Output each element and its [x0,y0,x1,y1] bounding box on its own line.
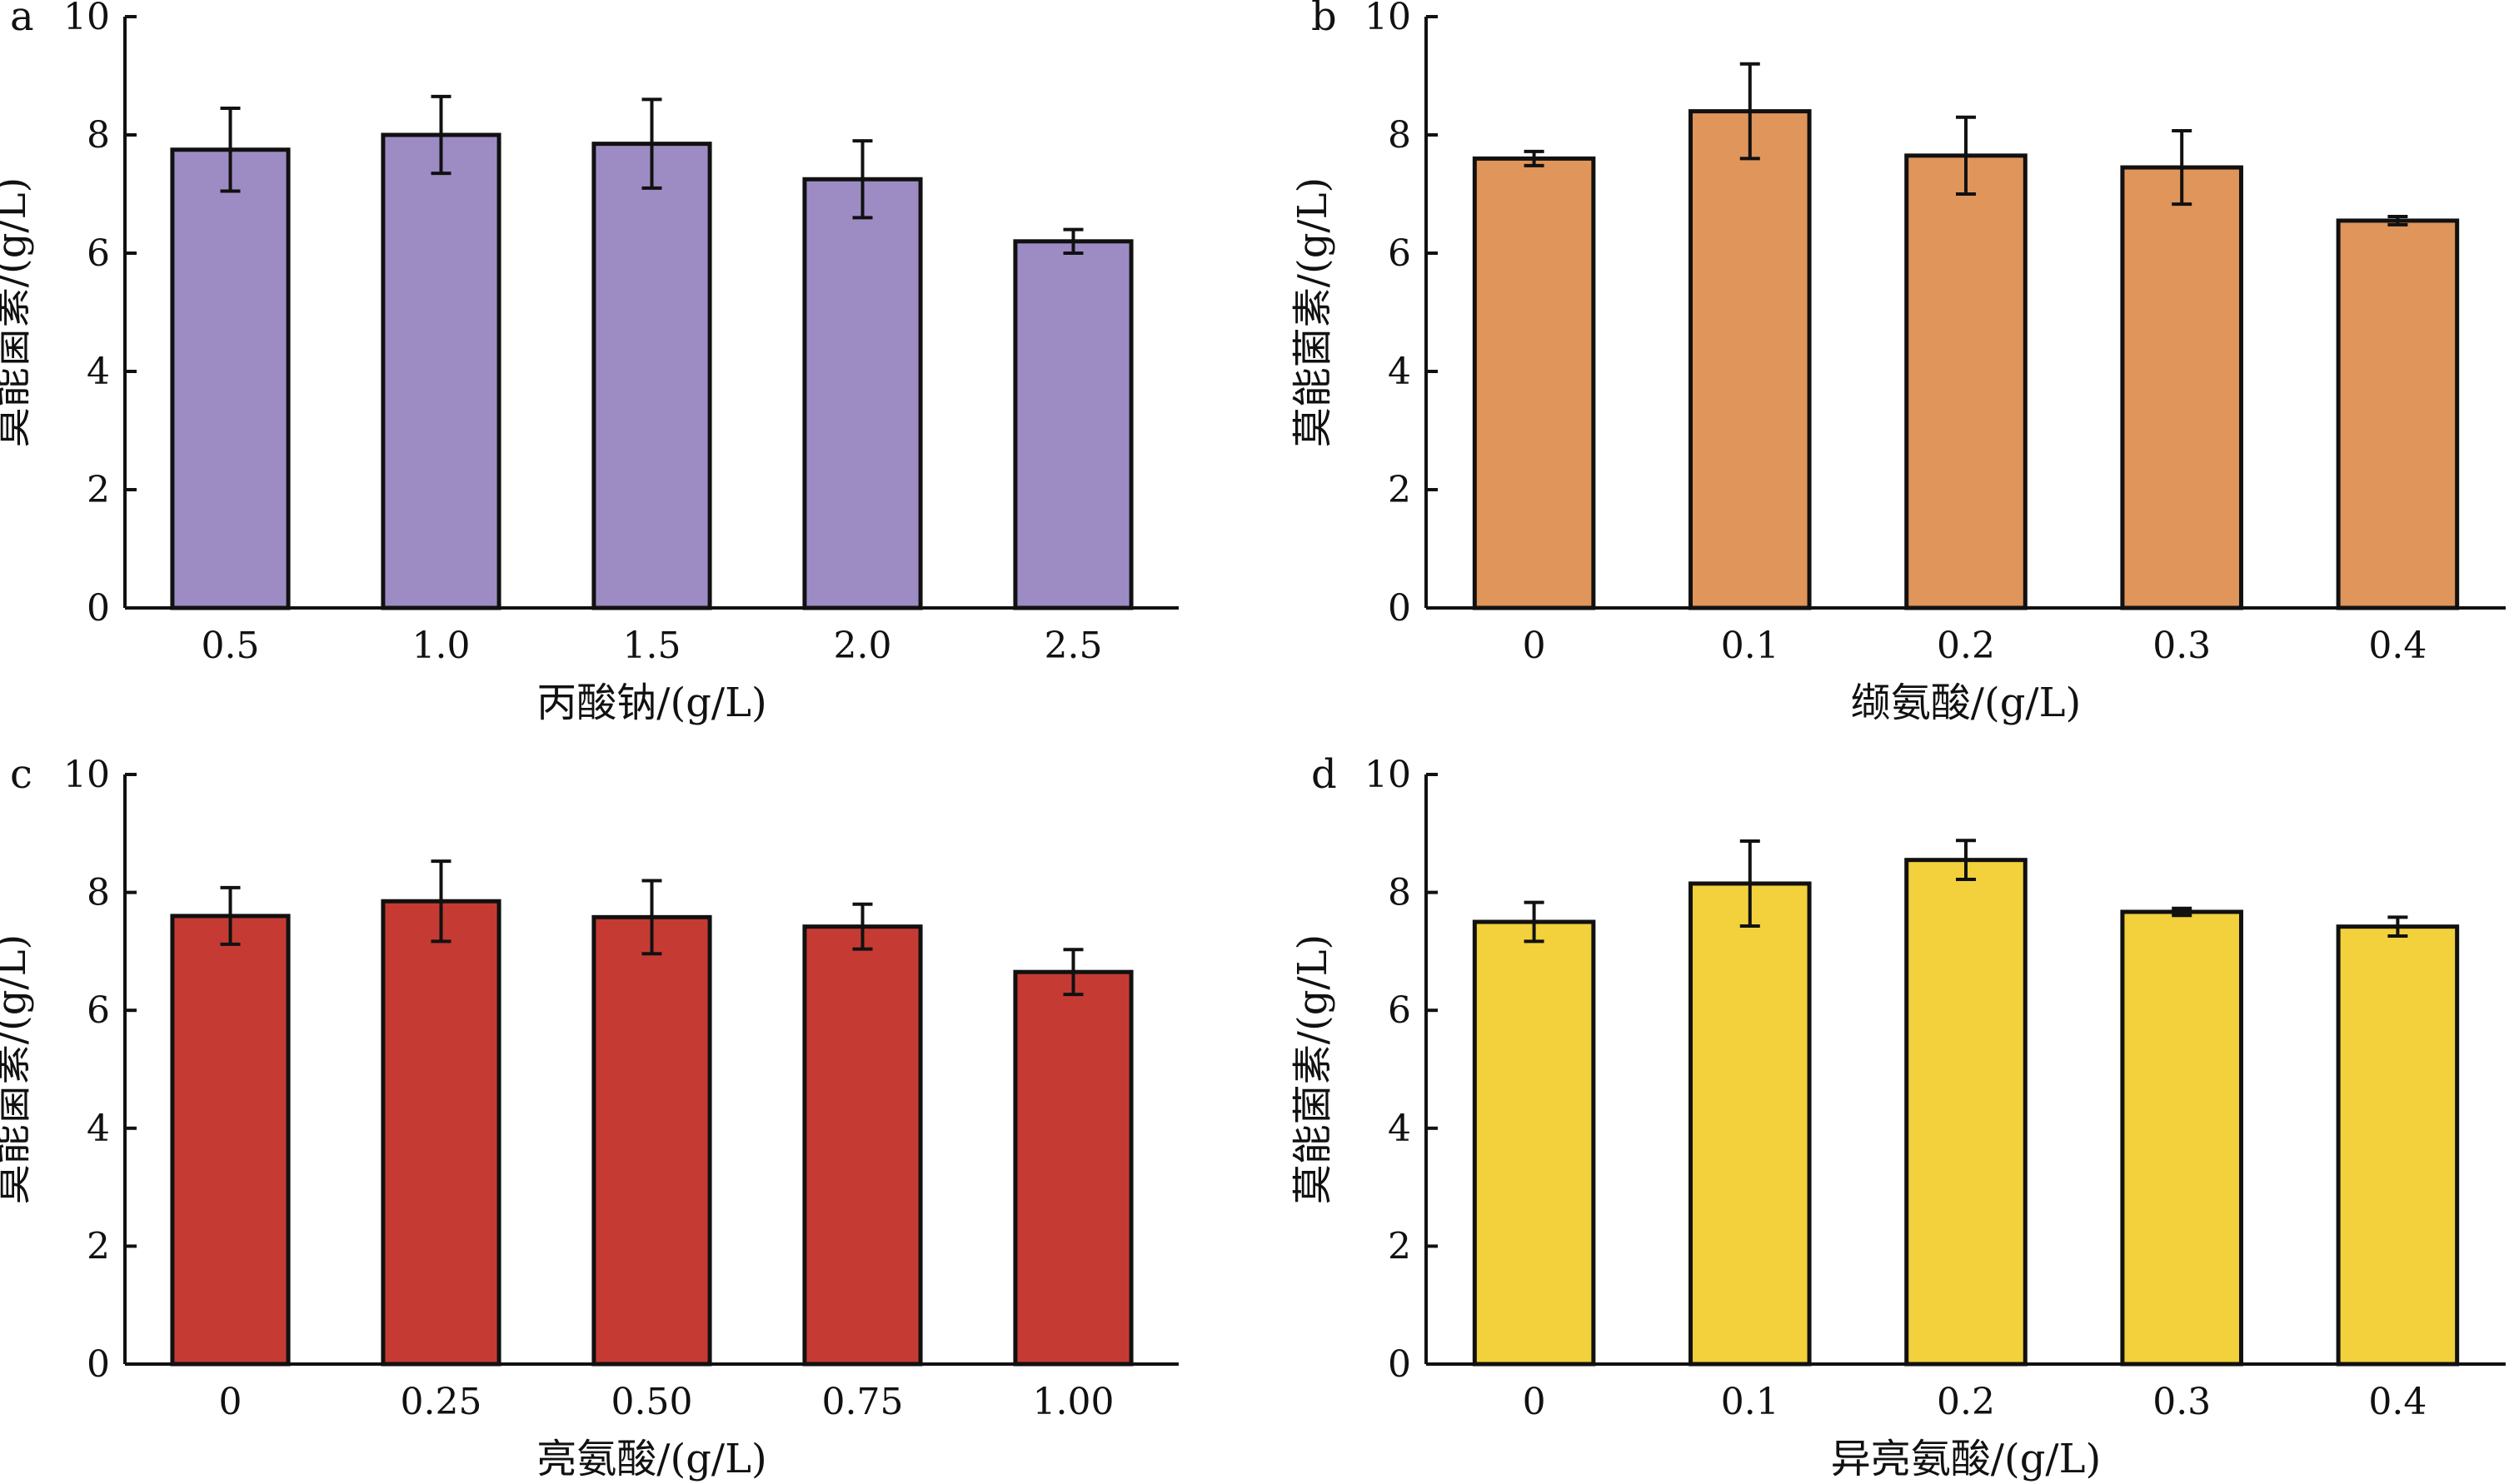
x-tick-label: 0.2 [1937,625,1995,667]
y-tick-label: 6 [87,232,110,275]
y-tick-label: 0 [1388,1343,1411,1386]
x-tick-label: 0.1 [1721,625,1779,667]
x-tick-label: 1.00 [1033,1381,1115,1423]
y-tick-label: 2 [1388,469,1411,511]
chart-panel-d: 0 0.1 0.2 0.3 0.4 0 2 4 6 8 10 d 莫能菌素/(g/L) 异亮氨酸/(g/L… [1289,751,2506,1482]
y-tick-label: 10 [63,754,110,796]
bar [1013,969,1134,1367]
bar [2336,924,2460,1367]
y-tick-label: 10 [1364,754,1411,796]
bar [2336,218,2460,610]
panel-letter: a [10,0,34,40]
y-tick-label: 2 [1388,1225,1411,1267]
y-tick-label: 6 [1388,989,1411,1032]
y-tick-label: 6 [87,989,110,1032]
y-tick-label: 4 [87,1108,110,1150]
bar [1472,156,1596,610]
x-tick-label: 2.0 [834,625,892,667]
chart-panel-a: 0.5 1.0 1.5 2.0 2.5 0 2 4 6 8 10 a 莫能菌素/(g/L) 丙酸钠/(g/… [0,0,1179,726]
y-tick-label: 0 [1388,587,1411,630]
x-tick-label: 0.2 [1937,1381,1995,1423]
x-tick-label: 0.4 [2368,1381,2427,1423]
x-tick-label: 0 [219,1381,242,1423]
y-tick-label: 8 [87,872,110,914]
x-tick-label: 0.25 [401,1381,482,1423]
y-tick-label: 6 [1388,232,1411,275]
y-tick-label: 10 [1364,0,1411,38]
x-tick-label: 0 [1523,1381,1546,1423]
y-tick-label: 4 [1388,351,1411,393]
y-axis-title: 莫能菌素/(g/L) [1289,177,1336,447]
bar [1688,881,1812,1367]
x-axis-title: 丙酸钠/(g/L) [536,680,766,726]
bar [381,132,501,610]
chart-panel-b: 0 0.1 0.2 0.3 0.4 0 2 4 6 8 10 b 莫能菌素/(g/L) 缬氨酸/(g/L) [1289,0,2506,726]
bar [1688,109,1812,610]
y-tick-label: 2 [87,1225,110,1267]
bar [1904,858,2028,1367]
x-tick-label: 0.5 [202,625,260,667]
bar [591,142,712,610]
panel-letter: d [1311,751,1337,798]
x-axis-title: 异亮氨酸/(g/L) [1831,1436,2101,1482]
chart-panel-c: 0 0.25 0.50 0.75 1.00 0 2 4 6 8 10 c 莫能菌素/(g/L) 亮氨酸/(… [0,751,1179,1482]
y-axis-title: 莫能菌素/(g/L) [1289,934,1336,1204]
bar [1904,153,2028,610]
x-tick-label: 0 [1523,625,1546,667]
y-tick-label: 8 [1388,872,1411,914]
x-tick-label: 0.1 [1721,1381,1779,1423]
bar [802,177,923,610]
bar [1013,239,1134,610]
bar [591,914,712,1367]
y-axis-title: 莫能菌素/(g/L) [0,934,35,1204]
x-tick-label: 0.50 [611,1381,693,1423]
y-tick-label: 8 [1388,114,1411,157]
bar [381,899,501,1367]
bar [1472,919,1596,1367]
y-tick-label: 2 [87,469,110,511]
x-tick-label: 0.4 [2368,625,2427,667]
y-axis-title: 莫能菌素/(g/L) [0,177,35,447]
bar [802,924,923,1367]
y-tick-label: 8 [87,114,110,157]
x-tick-label: 0.75 [822,1381,904,1423]
panel-letter: c [10,751,32,798]
x-tick-label: 0.3 [2152,625,2211,667]
x-axis-title: 亮氨酸/(g/L) [536,1436,766,1482]
x-tick-label: 1.5 [623,625,681,667]
x-tick-label: 0.3 [2152,1381,2211,1423]
x-tick-label: 1.0 [412,625,471,667]
y-tick-label: 0 [87,1343,110,1386]
bar [170,914,291,1367]
y-tick-label: 4 [1388,1108,1411,1150]
y-tick-label: 10 [63,0,110,38]
bar [2120,165,2243,610]
panel-letter: b [1311,0,1337,40]
x-axis-title: 缬氨酸/(g/L) [1851,680,2081,726]
y-tick-label: 0 [87,587,110,630]
y-tick-label: 4 [87,351,110,393]
bar [2120,909,2243,1367]
bar [170,147,291,610]
x-tick-label: 2.5 [1045,625,1103,667]
